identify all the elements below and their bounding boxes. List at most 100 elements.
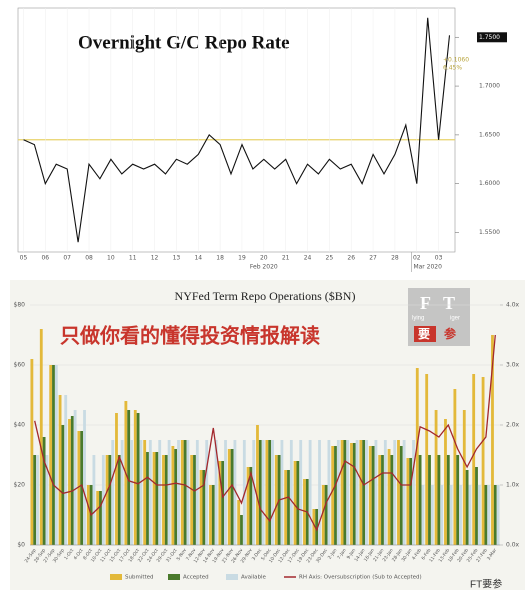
bar [331,446,335,545]
bar [430,485,434,545]
bar [327,440,331,545]
x-tick-label: 08 [85,255,93,262]
y-tick-label: $80 [14,302,26,309]
bar [418,455,422,545]
bar [193,455,196,545]
bar [202,470,206,545]
bar [350,443,353,545]
bar [209,485,212,545]
bar [321,485,325,545]
bar [381,455,384,545]
bar [289,440,293,545]
bar [409,458,413,545]
bar [246,467,250,545]
bar [146,452,149,545]
y-tick-label: 1.6500 [479,131,500,138]
bar [444,419,447,545]
bar [440,485,444,545]
bar [465,470,469,545]
bar [214,440,218,545]
bar [459,485,462,545]
bar [496,485,500,545]
bar [491,335,494,545]
bar [233,440,237,545]
bar [45,455,49,545]
annotation: +0.1060 [443,57,469,64]
bar [139,440,143,545]
x-tick-label: 12 [151,255,159,262]
y2-tick-label: 1.0x [506,482,520,489]
bar [462,410,466,545]
tick-highlight [477,32,507,43]
bar [284,470,288,545]
x-tick-label: 14 [194,255,202,262]
bar [64,395,68,545]
bar [303,479,306,545]
legend-label: Accepted [183,575,209,581]
y-tick-label: 1.6000 [479,180,500,187]
bar [49,365,53,545]
bar [343,440,347,545]
bar [77,431,81,545]
bar [171,446,175,545]
bar [318,440,321,545]
logo-f: F [420,293,431,313]
y-tick-label: 1.5500 [479,229,500,236]
bar [158,440,162,545]
bar [475,467,478,545]
bar [33,455,37,545]
logo-yao: 要 [418,326,430,341]
x-tick-label: 06 [41,255,49,262]
bar [428,455,431,545]
bar [174,449,178,545]
x-tick-label: 10 [107,255,115,262]
bar [378,455,382,545]
bar [406,458,410,545]
bar [115,413,118,545]
logo-t: T [443,293,455,313]
x-group-label: Feb 2020 [250,264,278,271]
bar [155,452,159,545]
x-tick-label: 19 [238,255,246,262]
legend-label: Available [241,575,267,581]
y2-tick-label: 0.0x [506,542,520,549]
bar [227,449,231,545]
bar [256,425,259,545]
bar [352,443,356,545]
x-tick-label: 05 [20,255,28,262]
bar [177,440,180,545]
x-tick-label: 03 [435,255,443,262]
bar [211,485,215,545]
bar [287,470,290,545]
bar [133,410,137,545]
x-tick-label: 02 [413,255,421,262]
bar [359,440,363,545]
bar [425,374,429,545]
bar [468,485,472,545]
bar [477,485,481,545]
bar [80,431,84,545]
bar [180,440,184,545]
chart2-title: NYFed Term Repo Operations ($BN) [175,289,356,303]
logo: F T lying iger 要 参 [408,288,470,346]
bar [334,446,337,545]
bar [415,368,419,545]
bar [143,440,147,545]
bar [449,485,453,545]
bar [308,440,312,545]
x-tick-label: 20 [260,255,268,262]
bar [383,440,387,545]
x-tick-label: 28 [391,255,399,262]
bar [111,440,115,545]
bar [205,440,209,545]
bar [346,440,350,545]
bar [105,455,109,545]
y-tick-label: 1.7500 [479,34,500,41]
y2-tick-label: 4.0x [506,302,520,309]
x-tick-label: 13 [173,255,181,262]
x-tick-label: 2-Jan [327,547,339,560]
x-tick-label: 9-Jan [346,547,358,560]
bar [446,455,450,545]
bar [268,440,272,545]
x-tick-label: 27 [369,255,377,262]
